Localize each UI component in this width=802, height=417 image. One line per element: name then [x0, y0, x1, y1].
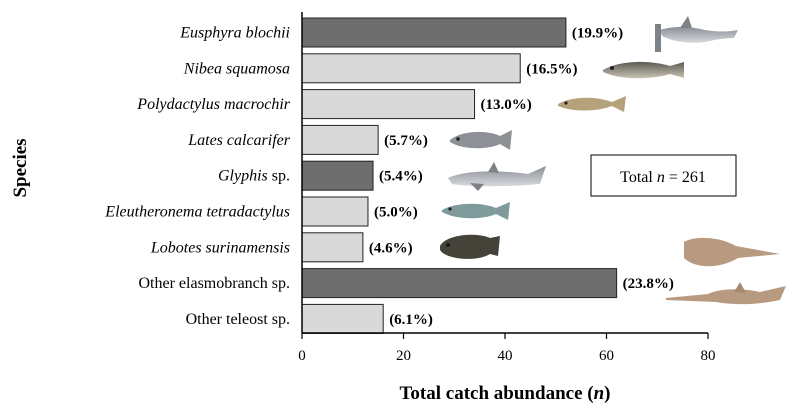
x-tick-label: 40 [498, 348, 513, 364]
bar [301, 268, 618, 299]
data-label: (5.7%) [384, 133, 428, 149]
threadfin-fish-icon [558, 96, 626, 112]
x-tick-label: 0 [298, 348, 306, 364]
svg-text:Total n = 261: Total n = 261 [620, 169, 706, 186]
data-label: (23.8%) [623, 276, 674, 292]
category-tick-label: Other elasmobranch sp. [138, 275, 290, 292]
category-tick-label: Other teleost sp. [186, 311, 290, 328]
data-label: (16.5%) [526, 61, 577, 77]
total-annotation: Total n = 261 [590, 154, 737, 197]
data-label: (4.6%) [369, 240, 413, 256]
river-shark-icon [448, 162, 546, 191]
bar [301, 232, 364, 263]
category-tick-label: Nibea squamosa [183, 60, 290, 77]
category-tick-label: Lobotes surinamensis [150, 239, 290, 256]
bar [301, 303, 384, 334]
bar [301, 196, 369, 227]
category-tick-label: Eleutheronema tetradactylus [104, 204, 290, 221]
data-label: (5.4%) [379, 169, 423, 185]
bar [301, 17, 567, 48]
x-tick-label: 60 [599, 348, 614, 364]
x-tick-label: 20 [396, 348, 411, 364]
tripletail-fish-icon [440, 234, 500, 259]
bar [301, 160, 374, 191]
croaker-fish-icon [603, 61, 684, 79]
y-axis-title: Species [10, 138, 31, 197]
barramundi-fish-icon [450, 130, 512, 150]
x-tick-label: 80 [701, 348, 716, 364]
category-tick-label: Lates calcarifer [187, 132, 291, 149]
data-label: (6.1%) [389, 312, 433, 328]
data-label: (5.0%) [374, 205, 418, 221]
hammerhead-shark-icon [655, 16, 738, 52]
category-tick-label: Glyphis sp. [218, 168, 290, 185]
sawfish-icon [666, 282, 786, 305]
guitarfish-icon [684, 237, 780, 267]
bar [301, 53, 521, 84]
data-label: (13.0%) [481, 97, 532, 113]
x-axis-title: Total catch abundance (n) [400, 383, 611, 404]
category-tick-label: Polydactylus macrochir [136, 96, 290, 113]
category-tick-label: Eusphyra blochii [179, 25, 290, 42]
threadfin-salmon-icon [442, 202, 510, 220]
bar [301, 89, 476, 120]
data-label: (19.9%) [572, 26, 623, 42]
bar [301, 124, 379, 155]
